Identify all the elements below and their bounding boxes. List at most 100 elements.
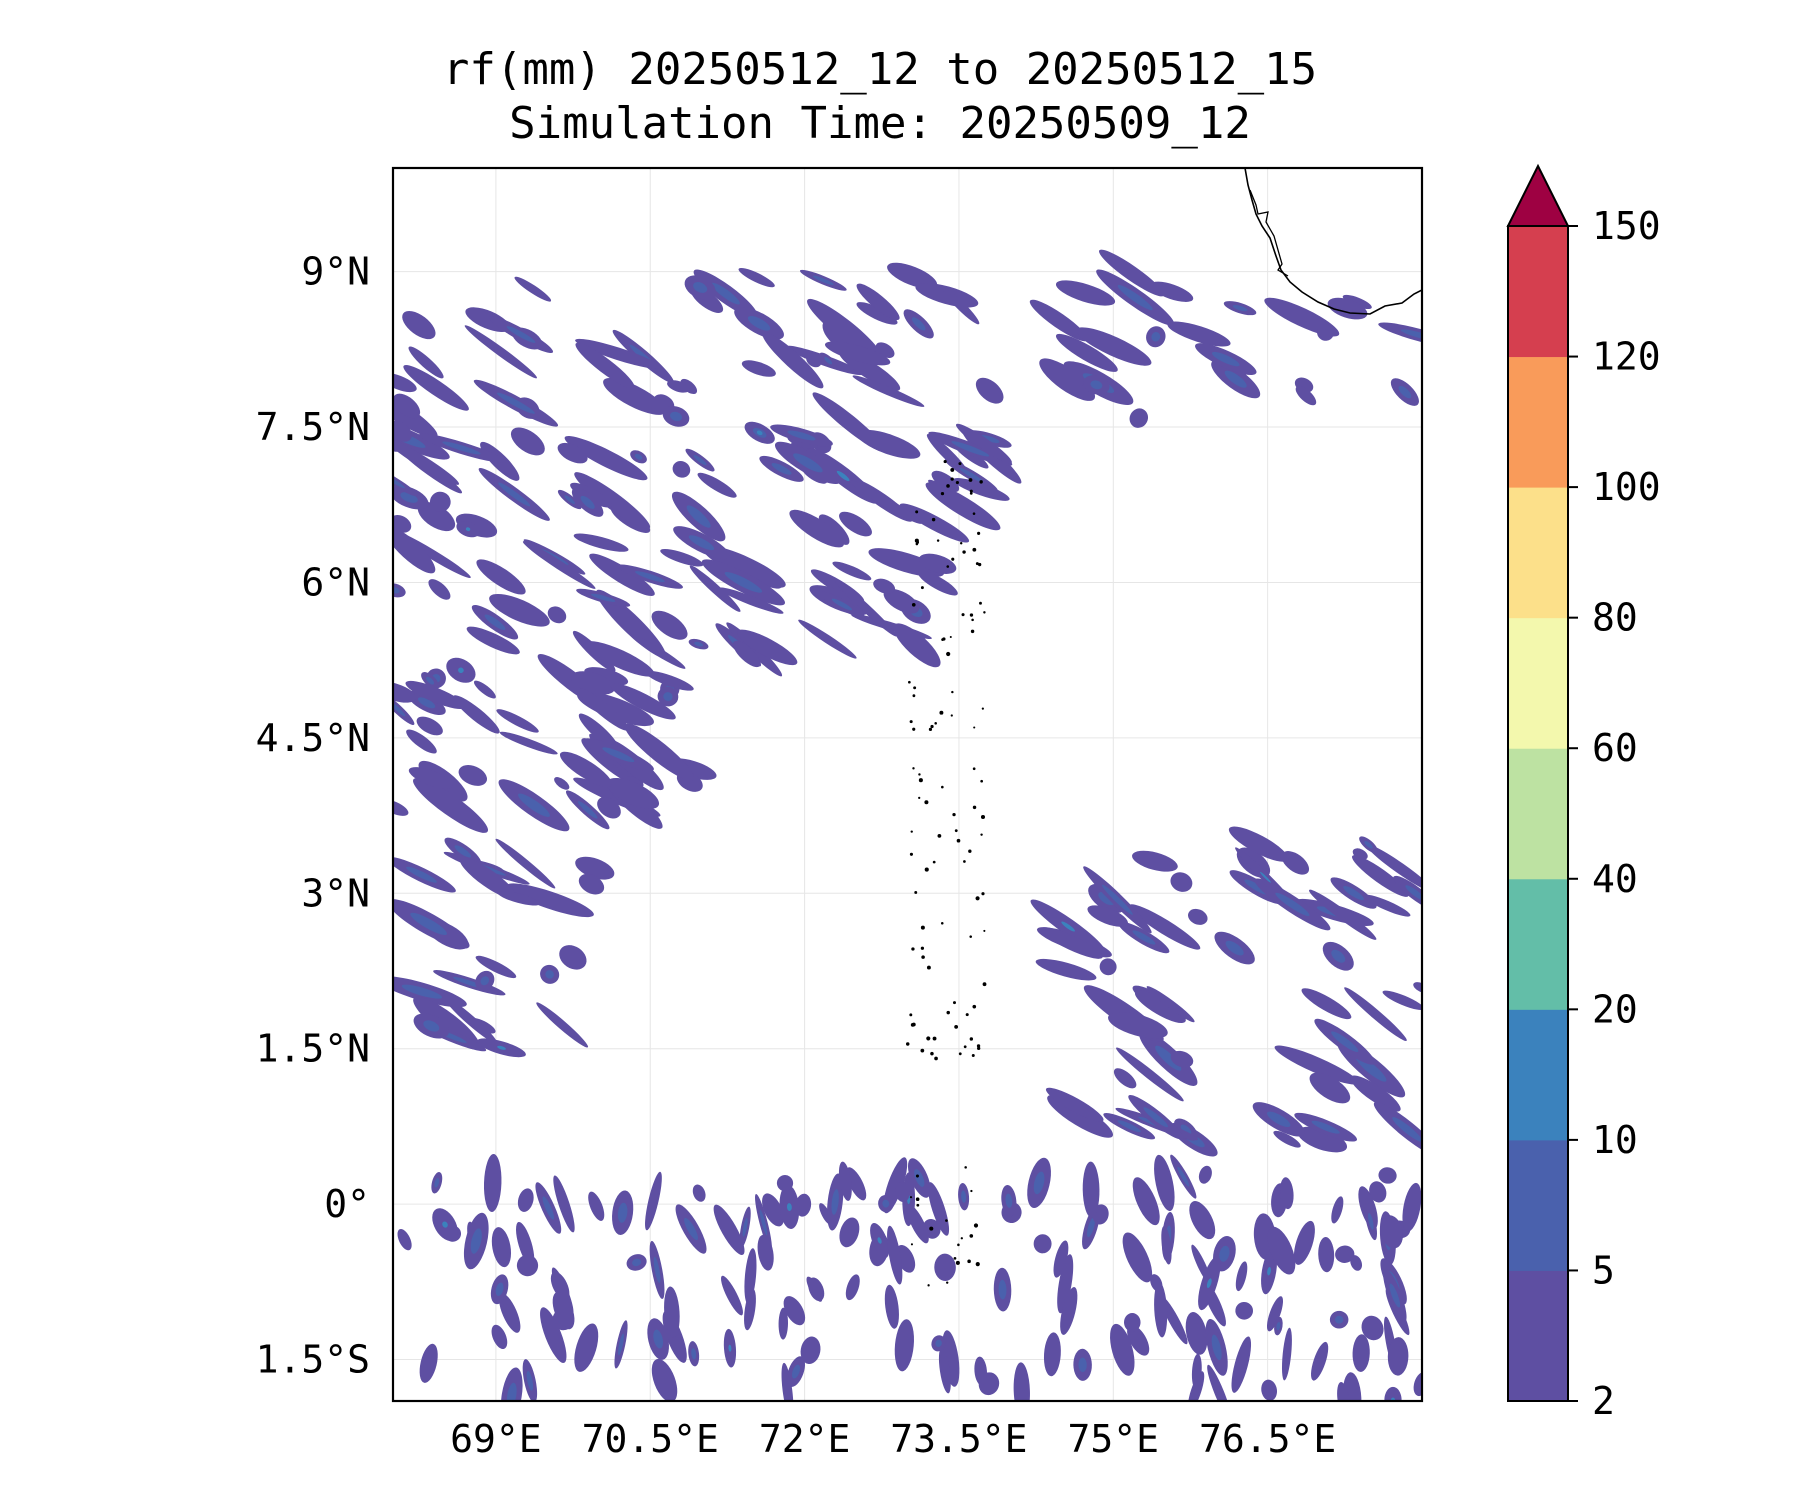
- island-dot: [932, 1036, 937, 1041]
- colorbar-segment: [1508, 1009, 1568, 1141]
- colorbar-tick-label: 5: [1592, 1248, 1615, 1292]
- rain-cell-core: [1180, 1124, 1192, 1135]
- rain-cell-core: [1389, 1283, 1401, 1308]
- rain-cell-core: [653, 1329, 664, 1349]
- island-dot: [920, 925, 925, 930]
- rain-cell: [1191, 1353, 1202, 1389]
- island-dot: [980, 814, 986, 820]
- rain-cell: [597, 796, 621, 819]
- rain-cell: [1266, 1296, 1284, 1332]
- rain-cell: [895, 1182, 910, 1203]
- rain-cell-core: [959, 467, 984, 483]
- island-dot: [916, 1203, 920, 1207]
- rain-cell-core: [1392, 1117, 1422, 1142]
- rain-cell: [1185, 1312, 1208, 1355]
- rain-cell-core: [1143, 1107, 1169, 1128]
- rain-cell-peak: [756, 430, 763, 436]
- rain-cell: [931, 470, 960, 493]
- rain-cell-core: [1098, 891, 1115, 906]
- rain-cell: [1035, 958, 1097, 981]
- rain-cell: [406, 729, 437, 754]
- rain-cell: [1387, 1337, 1409, 1376]
- rain-cell: [672, 460, 691, 478]
- rain-cell: [732, 640, 761, 668]
- rain-cell-core: [771, 463, 792, 475]
- rain-cell: [1146, 986, 1195, 1023]
- island-dot: [976, 1044, 981, 1048]
- island-dot: [910, 1243, 913, 1246]
- island-dot: [975, 1262, 980, 1267]
- rain-cell: [762, 331, 824, 389]
- rain-cell: [606, 777, 660, 809]
- island-dot: [972, 512, 976, 515]
- island-dot: [946, 484, 950, 488]
- island-dot: [962, 550, 966, 554]
- colorbar-segment: [1508, 487, 1568, 619]
- rain-cell-core: [1211, 1334, 1222, 1361]
- rain-cell: [1076, 327, 1152, 366]
- rain-cell: [1281, 1327, 1292, 1381]
- rain-cell: [667, 380, 690, 393]
- rain-cell: [506, 883, 594, 918]
- rain-cell: [1231, 1336, 1252, 1393]
- island-dot: [946, 565, 950, 568]
- rain-cell: [925, 482, 1001, 531]
- rain-cell: [578, 688, 629, 731]
- rain-cell-core: [495, 1282, 504, 1296]
- rain-cell: [402, 310, 436, 340]
- rain-cell: [1267, 1226, 1296, 1275]
- rain-cell-core: [653, 1256, 661, 1283]
- axis-tick-labels: 9°N 7.5°N 6°N 4.5°N 3°N 1.5°N 0° 1.5°S 69°E 70.5°…: [256, 250, 1337, 1461]
- colorbar-tick-label: 2: [1592, 1379, 1615, 1423]
- rain-cell: [1273, 1130, 1301, 1148]
- rain-cell-core: [1368, 1212, 1374, 1230]
- rain-cell: [536, 1002, 589, 1048]
- rain-cell: [444, 997, 498, 1044]
- rain-cell: [697, 472, 737, 498]
- island-dot: [975, 562, 979, 566]
- rain-cell-core: [670, 411, 683, 422]
- island-dot: [975, 896, 980, 901]
- rain-cell: [1087, 905, 1128, 927]
- rain-cell-core: [693, 454, 707, 466]
- island-dot: [920, 586, 924, 590]
- rain-cell: [846, 1167, 867, 1201]
- rain-cell: [403, 364, 469, 411]
- rain-cell: [1053, 1240, 1069, 1278]
- rain-cell: [1043, 1332, 1061, 1377]
- island-dot: [969, 489, 973, 493]
- rain-cell-peak: [442, 1221, 448, 1228]
- rain-cell: [1350, 1075, 1401, 1112]
- rain-cell: [713, 1204, 745, 1255]
- colorbar-extend-arrow: [1506, 163, 1570, 227]
- rain-cell: [1040, 927, 1103, 959]
- rain-cell-core: [1177, 1166, 1190, 1187]
- rain-cell: [832, 561, 872, 581]
- island-dot: [969, 1037, 974, 1041]
- rain-cell: [517, 1188, 534, 1212]
- rain-cell: [1170, 872, 1193, 892]
- rain-cell: [1033, 1234, 1052, 1254]
- colorbar-frame: [1507, 225, 1569, 1402]
- rain-cell-core: [1005, 1193, 1013, 1208]
- island-dot: [918, 773, 921, 776]
- rain-cell-core: [787, 430, 816, 441]
- rain-cell: [789, 509, 844, 548]
- rain-cell: [1055, 280, 1116, 306]
- rain-cell: [1366, 844, 1422, 893]
- rain-cell: [1293, 1220, 1315, 1265]
- rain-cell: [1207, 1364, 1232, 1401]
- rain-cell: [475, 955, 517, 979]
- rain-cell: [1099, 958, 1117, 976]
- rain-cell-core: [914, 1169, 925, 1187]
- rain-cell: [428, 579, 451, 600]
- rain-cell: [893, 623, 941, 668]
- colorbar-tick-label: 150: [1592, 204, 1661, 248]
- rain-cell: [806, 353, 822, 368]
- island-dot: [969, 613, 974, 617]
- rain-cell-core: [634, 453, 643, 460]
- colorbar-segment: [1508, 226, 1568, 358]
- rain-cell: [417, 501, 456, 532]
- rain-cell-core: [506, 1382, 517, 1401]
